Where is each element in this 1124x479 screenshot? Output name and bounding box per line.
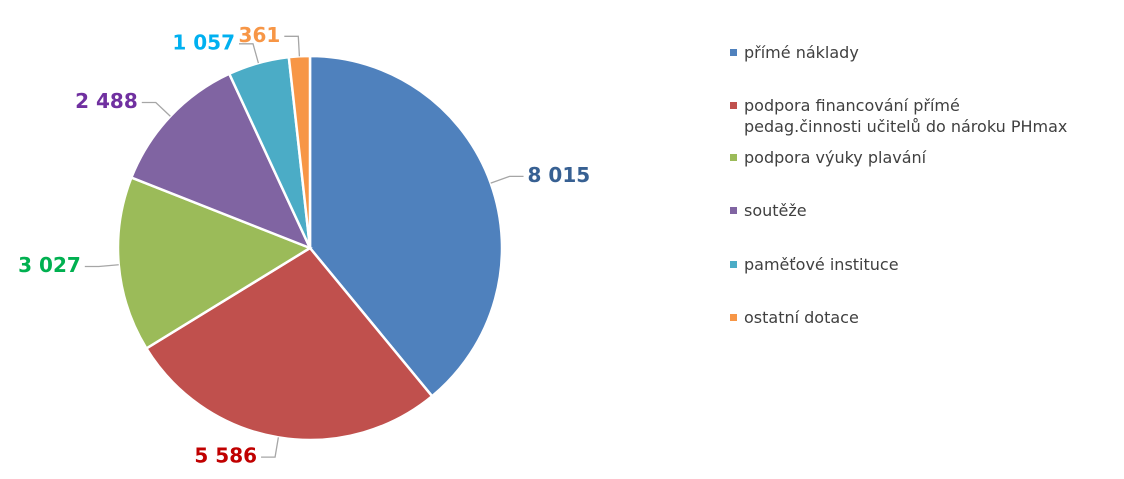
legend-label: podpora výuky plavání	[744, 148, 927, 167]
legend-label: podpora financování přímé pedag.činnosti…	[744, 96, 1068, 136]
data-label: 3 027	[18, 253, 81, 277]
legend-swatch	[730, 49, 737, 56]
data-label: 8 015	[528, 163, 591, 187]
pie-area: 8 015 5 586 3 027 2 488 1 057 361	[18, 23, 591, 468]
data-label: 361	[239, 23, 281, 47]
leader-line	[284, 35, 301, 57]
legend-swatch	[730, 102, 737, 109]
leader-line	[239, 43, 260, 64]
data-label: 2 488	[75, 89, 138, 113]
legend-swatch	[730, 207, 737, 214]
legend-item: podpora financování přímé pedag.činnosti…	[730, 95, 1074, 137]
legend-label: přímé náklady	[744, 43, 859, 62]
legend-label: paměťové instituce	[744, 255, 899, 274]
pie-slice	[129, 72, 313, 251]
leader-line	[261, 437, 280, 458]
legend-item: přímé náklady	[730, 42, 1104, 63]
legend-swatch	[730, 314, 737, 321]
legend-item: podpora výuky plavání	[730, 147, 1104, 168]
data-label: 5 586	[194, 444, 257, 468]
legend-item: soutěže	[730, 200, 1104, 221]
legend-item: ostatní dotace	[730, 307, 1104, 328]
legend-label: ostatní dotace	[744, 308, 859, 327]
leader-line	[84, 264, 119, 268]
data-label: 1 057	[172, 30, 235, 54]
pie-slice	[144, 246, 434, 442]
leader-line	[141, 101, 171, 117]
legend-swatch	[730, 261, 737, 268]
legend-swatch	[730, 154, 737, 161]
legend-item: paměťové instituce	[730, 254, 1104, 275]
leader-line	[490, 175, 524, 184]
legend-label: soutěže	[744, 201, 807, 220]
pie-slice	[308, 54, 504, 398]
